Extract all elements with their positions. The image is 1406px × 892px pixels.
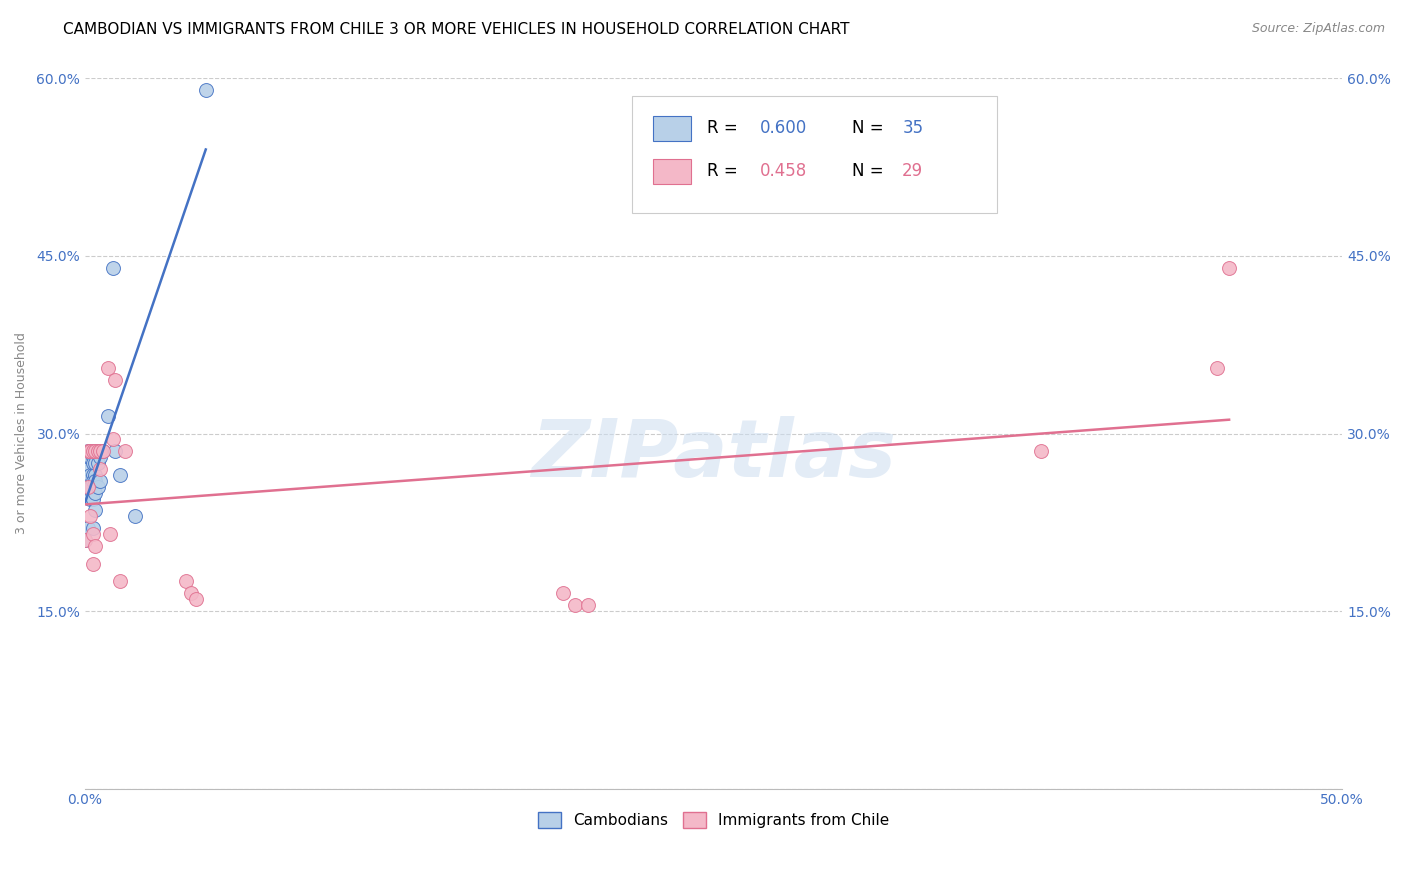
Point (84, 539, 107, 553)
Point (82, 557, 104, 571)
Point (180, 586, 202, 600)
Point (89, 462, 111, 476)
Point (84, 444, 107, 458)
Point (551, 586, 574, 600)
Point (79, 467, 101, 482)
Text: R =: R = (707, 161, 744, 180)
Text: ZIPatlas: ZIPatlas (531, 416, 896, 494)
Point (91, 444, 114, 458)
Point (82, 474, 104, 488)
Point (104, 444, 127, 458)
Point (576, 598, 599, 612)
Text: 35: 35 (903, 120, 924, 137)
Point (86, 444, 108, 458)
Text: 0.458: 0.458 (761, 161, 807, 180)
Point (82, 456, 104, 470)
Point (89, 450, 111, 465)
Point (82, 521, 104, 535)
Point (79, 450, 101, 465)
Point (82, 444, 104, 458)
Point (110, 467, 132, 482)
Text: CAMBODIAN VS IMMIGRANTS FROM CHILE 3 OR MORE VEHICLES IN HOUSEHOLD CORRELATION C: CAMBODIAN VS IMMIGRANTS FROM CHILE 3 OR … (63, 22, 849, 37)
Text: R =: R = (707, 120, 744, 137)
Point (79, 509, 101, 524)
Point (98, 527, 121, 541)
Point (184, 592, 207, 607)
Text: 0.600: 0.600 (761, 120, 807, 137)
Point (82, 467, 104, 482)
Y-axis label: 3 or more Vehicles in Household: 3 or more Vehicles in Household (15, 333, 28, 534)
Point (82, 444, 104, 458)
Point (84, 474, 107, 488)
Point (89, 474, 111, 488)
Point (91, 444, 114, 458)
Point (84, 467, 107, 482)
Point (79, 491, 101, 506)
Legend: Cambodians, Immigrants from Chile: Cambodians, Immigrants from Chile (531, 806, 896, 834)
Point (86, 444, 108, 458)
Point (86, 480, 108, 494)
Point (110, 574, 132, 589)
Point (174, 574, 197, 589)
FancyBboxPatch shape (654, 159, 690, 184)
Text: N =: N = (852, 161, 889, 180)
Point (104, 373, 127, 387)
Point (1029, 444, 1052, 458)
Point (101, 433, 124, 447)
Point (97, 409, 120, 423)
FancyBboxPatch shape (631, 96, 997, 213)
Point (76, 480, 98, 494)
Point (79, 480, 101, 494)
Point (82, 527, 104, 541)
Point (84, 503, 107, 517)
Point (84, 485, 107, 500)
Point (86, 456, 108, 470)
Point (76, 521, 98, 535)
Text: N =: N = (852, 120, 889, 137)
Point (76, 462, 98, 476)
Point (75, 533, 97, 547)
Point (89, 444, 111, 458)
Point (194, 83, 217, 97)
Point (76, 444, 98, 458)
Text: Source: ZipAtlas.com: Source: ZipAtlas.com (1251, 22, 1385, 36)
Point (82, 450, 104, 465)
Point (76, 444, 98, 458)
Point (114, 444, 136, 458)
Point (564, 598, 586, 612)
Point (1205, 361, 1227, 376)
Text: 29: 29 (903, 161, 924, 180)
Point (79, 444, 101, 458)
Point (97, 361, 120, 376)
Point (79, 444, 101, 458)
Point (84, 444, 107, 458)
Point (101, 260, 124, 275)
Point (84, 456, 107, 470)
Point (75, 533, 97, 547)
Point (124, 509, 146, 524)
FancyBboxPatch shape (654, 116, 690, 141)
Point (84, 444, 107, 458)
Point (1218, 260, 1240, 275)
Point (82, 491, 104, 506)
